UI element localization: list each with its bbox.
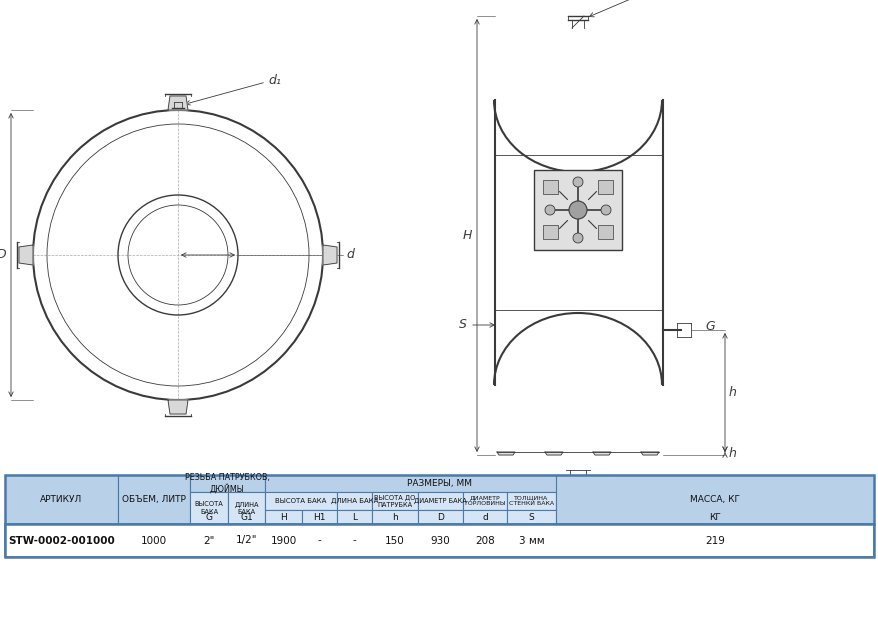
Text: H1: H1 <box>313 512 326 521</box>
Text: ВЫСОТА ДО
ПАТРУБКА: ВЫСОТА ДО ПАТРУБКА <box>374 494 415 507</box>
Text: 219: 219 <box>704 536 724 546</box>
Bar <box>597 225 612 239</box>
Polygon shape <box>496 452 515 455</box>
Circle shape <box>572 233 582 243</box>
FancyBboxPatch shape <box>534 170 622 250</box>
Bar <box>463 492 507 510</box>
Polygon shape <box>322 245 336 265</box>
Bar <box>264 510 302 524</box>
Bar <box>543 180 558 194</box>
Text: h: h <box>392 512 398 521</box>
Text: ВЫСОТА БАКА: ВЫСОТА БАКА <box>275 498 327 504</box>
Bar <box>118 475 190 524</box>
Text: 3 мм: 3 мм <box>518 536 543 546</box>
Polygon shape <box>168 96 188 110</box>
Text: 1900: 1900 <box>270 536 296 546</box>
Circle shape <box>544 205 554 215</box>
Text: STW-0002-001000: STW-0002-001000 <box>8 536 115 546</box>
Text: 2": 2" <box>203 536 214 546</box>
Text: -: - <box>352 536 356 546</box>
Bar <box>5 475 118 524</box>
Text: РАЗМЕРЫ, ММ: РАЗМЕРЫ, ММ <box>407 479 472 488</box>
Text: АРТИКУЛ: АРТИКУЛ <box>40 495 83 504</box>
Bar <box>556 475 873 524</box>
Bar <box>190 475 264 492</box>
Text: 930: 930 <box>430 536 450 546</box>
Polygon shape <box>19 245 33 265</box>
Text: ВЫСОТА
БАКА: ВЫСОТА БАКА <box>194 502 223 514</box>
Text: h: h <box>728 386 736 399</box>
Text: S: S <box>458 318 466 332</box>
Text: ТОЛЩИНА
СТЕНКИ БАКА: ТОЛЩИНА СТЕНКИ БАКА <box>508 495 553 506</box>
Bar <box>543 225 558 239</box>
Text: ДЛИНА
БАКА: ДЛИНА БАКА <box>234 501 258 514</box>
Text: d: d <box>346 249 354 261</box>
Text: МАССА, КГ: МАССА, КГ <box>689 495 739 504</box>
Circle shape <box>601 205 610 215</box>
Text: L: L <box>351 512 356 521</box>
Bar <box>5 524 873 557</box>
Bar <box>264 492 336 510</box>
Bar <box>371 510 418 524</box>
Bar <box>264 475 615 492</box>
Text: D: D <box>0 249 6 261</box>
Polygon shape <box>168 400 188 414</box>
Bar <box>597 180 612 194</box>
Text: S: S <box>528 512 534 521</box>
Text: 208: 208 <box>475 536 494 546</box>
Bar <box>190 492 227 524</box>
Polygon shape <box>544 452 563 455</box>
Bar <box>418 510 463 524</box>
Text: -: - <box>317 536 321 546</box>
Text: ОБЪЕМ, ЛИТР: ОБЪЕМ, ЛИТР <box>122 495 186 504</box>
Bar <box>463 510 507 524</box>
Text: ДИАМЕТР
ГОРЛОВИНЫ: ДИАМЕТР ГОРЛОВИНЫ <box>464 495 505 506</box>
Text: ДЛИНА БАКА: ДЛИНА БАКА <box>330 498 378 504</box>
Text: D: D <box>436 512 443 521</box>
Text: H: H <box>280 512 286 521</box>
Bar <box>507 510 556 524</box>
Circle shape <box>568 201 587 219</box>
Bar <box>5 475 190 524</box>
Text: G1: G1 <box>240 512 253 521</box>
Text: h: h <box>728 447 736 460</box>
Bar <box>507 492 556 510</box>
Text: 1/2": 1/2" <box>235 536 257 546</box>
Bar <box>418 492 463 510</box>
Text: H: H <box>462 229 471 242</box>
Bar <box>302 510 336 524</box>
Polygon shape <box>593 452 610 455</box>
Bar <box>227 492 264 524</box>
Bar <box>371 492 418 510</box>
Text: d: d <box>481 512 487 521</box>
Text: ДИАМЕТР БАКА: ДИАМЕТР БАКА <box>414 498 466 504</box>
Bar <box>5 475 873 557</box>
Polygon shape <box>640 452 658 455</box>
Text: РЕЗЬБА ПАТРУБКОВ,
ДЮЙМЫ: РЕЗЬБА ПАТРУБКОВ, ДЮЙМЫ <box>185 474 270 494</box>
Text: КГ: КГ <box>709 512 720 521</box>
Text: G: G <box>704 320 714 332</box>
Text: 1000: 1000 <box>140 536 167 546</box>
Circle shape <box>572 177 582 187</box>
Text: G: G <box>205 512 212 521</box>
Text: 150: 150 <box>385 536 405 546</box>
Text: G: G <box>521 484 530 497</box>
Bar <box>336 492 371 510</box>
Text: d₁: d₁ <box>268 73 281 87</box>
Bar <box>336 510 371 524</box>
